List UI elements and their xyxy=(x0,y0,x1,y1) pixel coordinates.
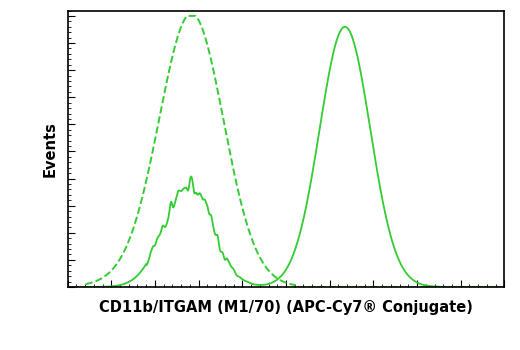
Y-axis label: Events: Events xyxy=(42,121,57,177)
X-axis label: CD11b/ITGAM (M1/70) (APC-Cy7® Conjugate): CD11b/ITGAM (M1/70) (APC-Cy7® Conjugate) xyxy=(99,300,473,315)
